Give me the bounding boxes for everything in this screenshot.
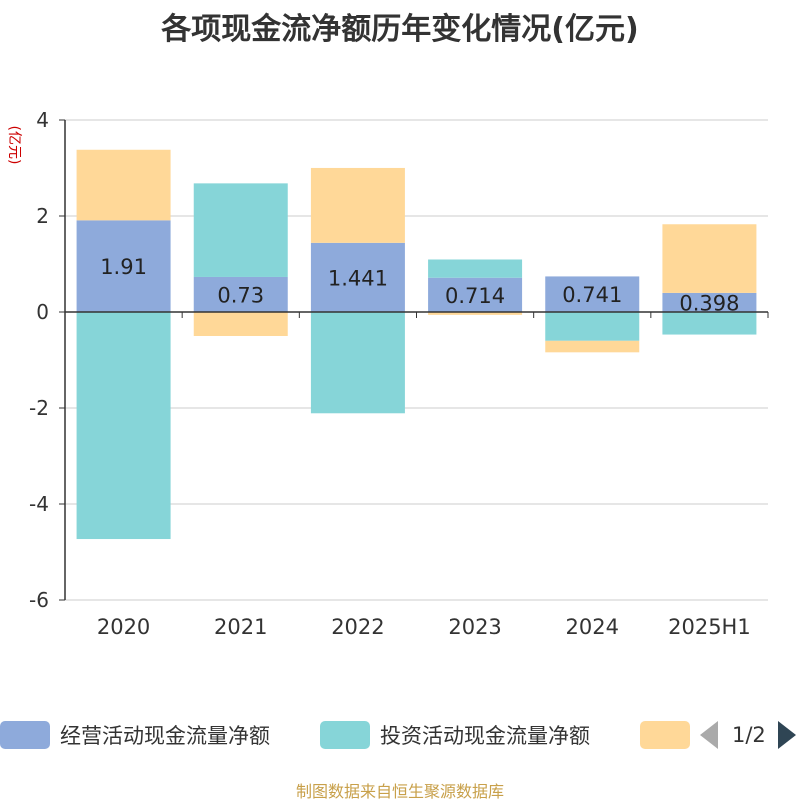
x-tick-label: 2025H1: [668, 615, 751, 639]
bar-1-2025H1: [662, 312, 757, 335]
y-tick-label: -4: [29, 492, 49, 516]
legend-label-investing: 投资活动现金流量净额: [380, 724, 590, 748]
legend-page-indicator: 1/2: [732, 723, 766, 747]
legend-item-investing[interactable]: 投资活动现金流量净额: [320, 720, 590, 750]
data-label: 1.91: [100, 255, 147, 279]
data-label: 0.73: [217, 283, 264, 307]
legend-pager: 1/2: [700, 718, 796, 752]
data-label: 0.398: [679, 291, 739, 315]
legend-swatch-financing: [640, 721, 690, 749]
bar-2-2022: [310, 167, 405, 243]
bar-2-2023: [428, 312, 523, 315]
bar-2-2024: [545, 340, 640, 353]
data-label: 0.741: [562, 283, 622, 307]
bar-2-2025H1: [662, 224, 757, 293]
x-tick-label: 2021: [214, 615, 267, 639]
legend-item-financing[interactable]: [640, 720, 690, 750]
y-tick-label: 4: [36, 108, 49, 132]
legend-next-icon[interactable]: [777, 721, 796, 749]
source-note: 制图数据来自恒生聚源数据库: [295, 782, 504, 801]
bar-1-2021: [193, 183, 288, 277]
legend-prev-icon[interactable]: [700, 721, 718, 749]
bar-1-2020: [76, 312, 171, 540]
data-label: 0.714: [445, 284, 505, 308]
y-tick-label: 2: [36, 204, 49, 228]
data-labels: 1.91 0.73 1.441 0.714 0.741 0.398: [100, 255, 739, 315]
y-tick-label: -2: [29, 396, 49, 420]
bar-2-2021: [193, 312, 288, 336]
legend-item-operating[interactable]: 经营活动现金流量净额: [0, 720, 270, 750]
chart-title: 各项现金流净额历年变化情况(亿元): [161, 12, 639, 47]
y-tick-label: -6: [29, 588, 49, 612]
x-tick-label: 2022: [331, 615, 384, 639]
bar-0-2024: [545, 276, 640, 312]
bar-0-2025H1: [662, 292, 757, 312]
bar-0-2023: [428, 277, 523, 312]
bar-group: [76, 149, 757, 540]
bar-1-2022: [310, 312, 405, 414]
bar-0-2020: [76, 220, 171, 312]
y-tick-label: 0: [36, 300, 49, 324]
legend-swatch-operating: [0, 721, 50, 749]
x-tick-label: 2024: [566, 615, 619, 639]
y-axis-label: (亿元): [6, 126, 22, 165]
bar-0-2022: [310, 242, 405, 312]
x-tick-label: 2020: [97, 615, 150, 639]
bar-1-2023: [428, 259, 523, 278]
bar-0-2021: [193, 276, 288, 312]
axes: 4 2 0 -2 -4 -6 2020 2021 2022 2023 2024 2025H1 (亿元): [6, 108, 769, 639]
grid-lines: [65, 119, 768, 601]
data-label: 1.441: [328, 266, 388, 290]
legend-swatch-investing: [320, 721, 370, 749]
bar-2-2020: [76, 149, 171, 221]
bar-1-2024: [545, 312, 640, 341]
x-tick-label: 2023: [448, 615, 501, 639]
legend-label-operating: 经营活动现金流量净额: [60, 724, 270, 748]
